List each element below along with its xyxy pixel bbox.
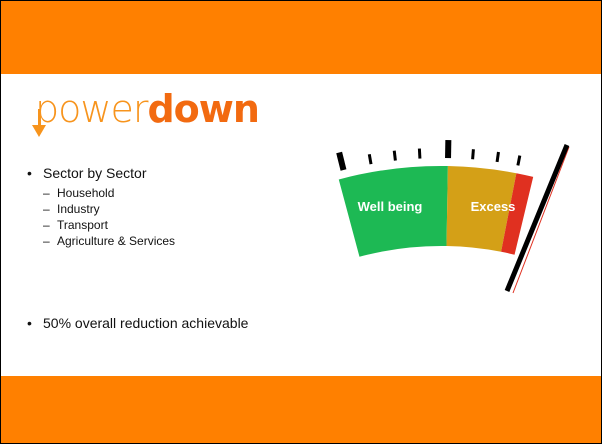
gauge-label: Excess: [471, 199, 516, 214]
sub-list: Household Industry Transport Agriculture…: [57, 185, 175, 249]
gauge-tick: [339, 153, 343, 170]
bullet: Sector by Sector Household Industry Tran…: [43, 165, 175, 249]
gauge-tick: [473, 149, 474, 159]
gauge-tick: [497, 152, 498, 162]
logo-bold: down: [147, 87, 258, 131]
gauge-tick: [394, 151, 395, 161]
bullet-text: Sector by Sector: [43, 165, 147, 181]
gauge-label: Well being: [358, 199, 423, 214]
sub-item: Transport: [57, 217, 175, 233]
sub-item: Household: [57, 185, 175, 201]
logo: powerdown: [35, 87, 259, 131]
gauge-tick: [369, 154, 371, 164]
bullet: 50% overall reduction achievable: [43, 315, 248, 331]
gauge-tick: [518, 156, 520, 166]
slide: powerdown Sector by Sector Household Ind…: [0, 0, 602, 444]
bottom-band: [1, 376, 601, 443]
bullet-text: 50% overall reduction achievable: [43, 315, 248, 331]
gauge: Well being Excess: [301, 131, 581, 296]
sub-item: Industry: [57, 201, 175, 217]
sub-item: Agriculture & Services: [57, 233, 175, 249]
gauge-tick: [419, 149, 420, 159]
top-band: [1, 1, 601, 74]
logo-light: power: [35, 87, 147, 131]
